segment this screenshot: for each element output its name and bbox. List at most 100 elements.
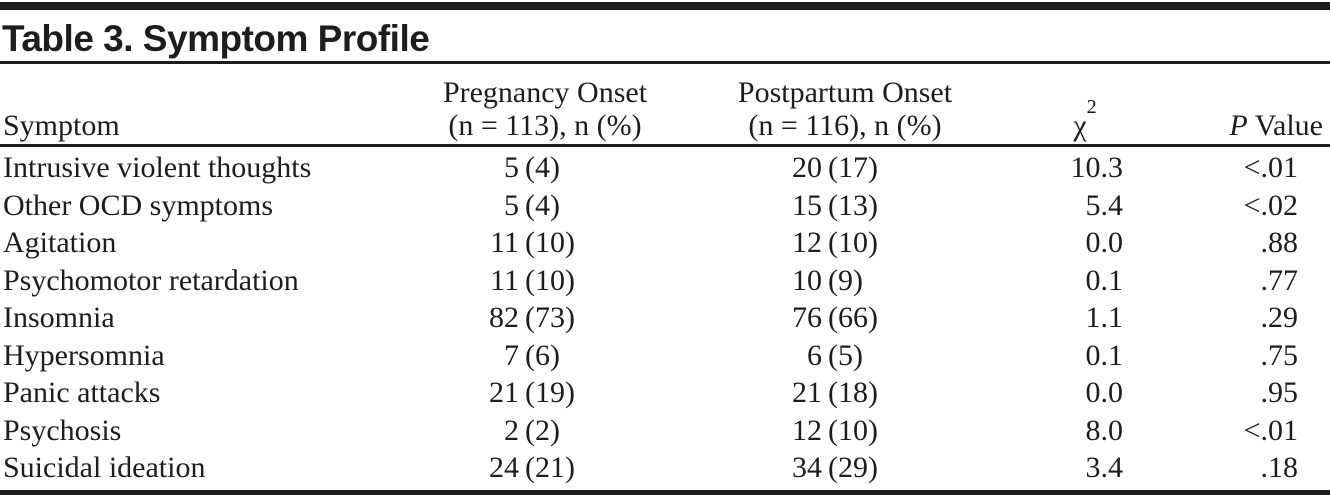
postpartum-cell: 21 (18)	[660, 372, 1030, 410]
postpartum-cell: 15 (13)	[660, 185, 1030, 223]
count-value: 11	[490, 226, 519, 259]
p-value-cell: .95	[1260, 376, 1299, 409]
count-value: 15	[792, 188, 822, 222]
pregnancy-cell: 24 (21)	[430, 447, 660, 485]
count-value: 12	[792, 226, 822, 259]
chi-square-cell: 10.3	[1070, 151, 1124, 184]
p-value-cell: .18	[1260, 451, 1299, 484]
top-rule	[0, 2, 1330, 10]
chi-square-cell: 5.4	[1085, 188, 1124, 222]
count-value: 21	[792, 376, 822, 409]
title-rule	[0, 61, 1330, 64]
symptom-cell: Psychomotor retardation	[3, 263, 299, 297]
percent-value: (17)	[828, 151, 878, 184]
chi-square-cell: 8.0	[1085, 413, 1124, 447]
percent-value: (66)	[828, 301, 878, 334]
pregnancy-cell: 21 (19)	[430, 372, 660, 410]
pregnancy-cell: 2 (2)	[430, 410, 660, 448]
p-value-cell: <.01	[1243, 413, 1298, 447]
count-value: 5	[504, 188, 519, 222]
chi-square-cell: 0.1	[1085, 263, 1124, 297]
pregnancy-cell: 11 (10)	[430, 260, 660, 298]
postpartum-cell: 12 (10)	[660, 410, 1030, 448]
chi-symbol: χ	[1073, 109, 1087, 142]
table-row: Agitation 11 (10) 12 (10) 0.0 .88	[0, 222, 1330, 260]
percent-value: (4)	[525, 151, 560, 184]
header-chi-square: χ2	[1030, 64, 1140, 147]
count-value: 24	[489, 451, 519, 484]
postpartum-cell: 20 (17)	[660, 147, 1030, 185]
percent-value: (10)	[828, 226, 878, 259]
count-value: 7	[504, 338, 519, 372]
postpartum-cell: 10 (9)	[660, 260, 1030, 298]
bottom-rule	[0, 490, 1330, 495]
p-value-cell: <.02	[1243, 188, 1298, 222]
count-value: 21	[489, 376, 519, 409]
pregnancy-cell: 82 (73)	[430, 297, 660, 335]
symptom-profile-table: Symptom Pregnancy Onset (n = 113), n (%)…	[0, 64, 1330, 485]
p-value-cell: <.01	[1243, 151, 1298, 184]
header-symptom-label: Symptom	[3, 109, 120, 142]
p-symbol: P	[1229, 109, 1248, 142]
p-value-cell: .75	[1260, 338, 1299, 372]
pregnancy-cell: 11 (10)	[430, 222, 660, 260]
postpartum-cell: 12 (10)	[660, 222, 1030, 260]
percent-value: (29)	[828, 451, 878, 484]
percent-value: (10)	[828, 413, 878, 447]
count-value: 20	[792, 151, 822, 184]
table-row: Panic attacks 21 (19) 21 (18) 0.0 .95	[0, 372, 1330, 410]
table-row: Psychomotor retardation 11 (10) 10 (9) 0.1…	[0, 260, 1330, 298]
percent-value: (10)	[525, 263, 575, 297]
p-value-label: Value	[1247, 109, 1323, 142]
chi-square-cell: 0.0	[1085, 226, 1124, 259]
symptom-cell: Intrusive violent thoughts	[3, 151, 312, 184]
postpartum-cell: 34 (29)	[660, 447, 1030, 485]
pregnancy-cell: 5 (4)	[430, 185, 660, 223]
table-row: Insomnia 82 (73) 76 (66) 1.1 .29	[0, 297, 1330, 335]
table-row: Intrusive violent thoughts 5 (4) 20 (17) 1…	[0, 147, 1330, 185]
percent-value: (9)	[828, 263, 863, 297]
header-p-value: P Value	[1140, 64, 1330, 147]
header-row: Symptom Pregnancy Onset (n = 113), n (%)…	[0, 64, 1330, 147]
header-postpartum-onset: Postpartum Onset (n = 116), n (%)	[660, 64, 1030, 147]
header-pregnancy-line1: Pregnancy Onset	[442, 76, 648, 109]
count-value: 6	[807, 338, 822, 372]
header-pregnancy-onset: Pregnancy Onset (n = 113), n (%)	[430, 64, 660, 147]
chi-square-cell: 3.4	[1085, 451, 1124, 484]
percent-value: (18)	[828, 376, 878, 409]
symptom-cell: Panic attacks	[3, 376, 161, 409]
percent-value: (5)	[828, 338, 863, 372]
percent-value: (2)	[525, 413, 560, 447]
table-row: Psychosis 2 (2) 12 (10) 8.0 <.01	[0, 410, 1330, 448]
percent-value: (21)	[525, 451, 575, 484]
chi-square-cell: 0.0	[1085, 376, 1124, 409]
percent-value: (10)	[525, 226, 575, 259]
postpartum-cell: 76 (66)	[660, 297, 1030, 335]
percent-value: (6)	[525, 338, 560, 372]
table-row: Other OCD symptoms 5 (4) 15 (13) 5.4 <.02	[0, 185, 1330, 223]
chi-exponent: 2	[1086, 96, 1097, 118]
symptom-cell: Agitation	[3, 226, 117, 259]
header-symptom: Symptom	[0, 64, 430, 147]
count-value: 82	[489, 301, 519, 334]
symptom-cell: Other OCD symptoms	[3, 188, 273, 222]
percent-value: (73)	[525, 301, 575, 334]
count-value: 76	[792, 301, 822, 334]
table-row: Hypersomnia 7 (6) 6 (5) 0.1 .75	[0, 335, 1330, 373]
count-value: 12	[792, 413, 822, 447]
symptom-cell: Suicidal ideation	[3, 451, 206, 484]
count-value: 2	[504, 413, 519, 447]
chi-square-cell: 1.1	[1085, 301, 1124, 334]
p-value-cell: .88	[1260, 226, 1299, 259]
postpartum-cell: 6 (5)	[660, 335, 1030, 373]
percent-value: (13)	[828, 188, 878, 222]
pregnancy-cell: 5 (4)	[430, 147, 660, 185]
header-pregnancy-line2: (n = 113), n (%)	[448, 109, 642, 142]
symptom-cell: Psychosis	[3, 413, 122, 447]
p-value-cell: .29	[1260, 301, 1299, 334]
symptom-cell: Hypersomnia	[3, 338, 165, 372]
table-title: Table 3. Symptom Profile	[2, 18, 430, 59]
count-value: 11	[490, 263, 519, 297]
percent-value: (19)	[525, 376, 575, 409]
symptom-cell: Insomnia	[3, 301, 115, 334]
